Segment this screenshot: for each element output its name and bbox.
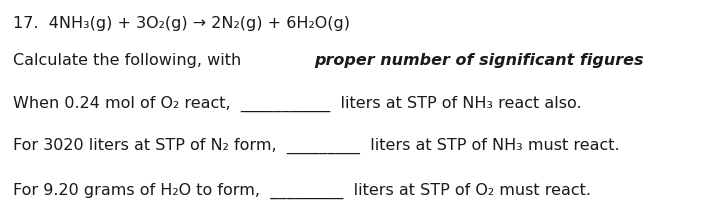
Text: Calculate the following, with: Calculate the following, with bbox=[13, 53, 246, 68]
Text: proper number of significant figures: proper number of significant figures bbox=[314, 53, 643, 68]
Text: For 3020 liters at STP of N₂ form,  _________  liters at STP of NH₃ must react.: For 3020 liters at STP of N₂ form, _____… bbox=[13, 138, 620, 154]
Text: For 9.20 grams of H₂O to form,  _________  liters at STP of O₂ must react.: For 9.20 grams of H₂O to form, _________… bbox=[13, 182, 591, 199]
Text: 17.  4NH₃(g) + 3O₂(g) → 2N₂(g) + 6H₂O(g): 17. 4NH₃(g) + 3O₂(g) → 2N₂(g) + 6H₂O(g) bbox=[13, 16, 350, 31]
Text: When 0.24 mol of O₂ react,  ___________  liters at STP of NH₃ react also.: When 0.24 mol of O₂ react, ___________ l… bbox=[13, 96, 582, 112]
